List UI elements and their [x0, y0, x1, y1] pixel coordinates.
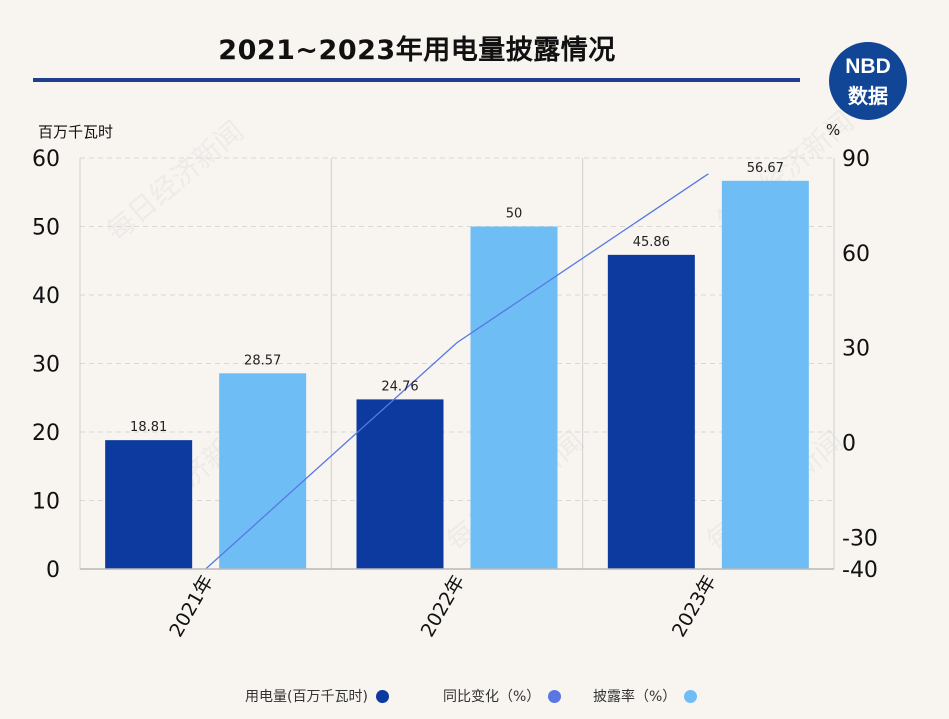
data-label-0-0: 18.81: [130, 420, 167, 435]
left-tick-0: 0: [46, 558, 60, 583]
left-tick-40: 40: [32, 284, 60, 309]
left-tick-60: 60: [32, 147, 60, 172]
legend-swatch: [684, 690, 697, 703]
right-tick-0: 0: [842, 432, 856, 457]
legend-label: 同比变化（%）: [443, 689, 540, 705]
bar-electricity-1: [357, 399, 444, 569]
right-tick--30: -30: [842, 526, 878, 551]
bar-electricity-0: [105, 440, 192, 569]
left-tick-10: 10: [32, 490, 60, 515]
category-label-1: 2022年: [417, 572, 470, 641]
right-tick--40: -40: [842, 558, 878, 583]
data-label-0-2: 45.86: [633, 235, 670, 250]
data-label-1-2: 56.67: [747, 161, 784, 176]
data-label-1-1: 50: [506, 207, 523, 222]
data-label-1-0: 28.57: [244, 353, 281, 368]
category-label-2: 2023年: [668, 572, 721, 641]
legend-item-1[interactable]: 同比变化（%）: [443, 686, 561, 706]
legend-swatch: [548, 690, 561, 703]
legend-label: 披露率（%）: [593, 689, 676, 705]
legend-item-2[interactable]: 披露率（%）: [593, 686, 697, 706]
bar-series: [105, 181, 809, 569]
bar-disclosure-2: [722, 181, 809, 569]
left-tick-20: 20: [32, 421, 60, 446]
left-tick-50: 50: [32, 216, 60, 241]
right-tick-60: 60: [842, 242, 870, 267]
right-tick-90: 90: [842, 147, 870, 172]
data-label-0-1: 24.76: [381, 379, 418, 394]
legend-swatch: [376, 690, 389, 703]
category-label-0: 2021年: [165, 572, 218, 641]
bar-disclosure-1: [471, 227, 558, 570]
grid-lines: [80, 158, 834, 569]
chart-legend: 用电量(百万千瓦时) 同比变化（%） 披露率（%）: [0, 686, 949, 708]
bar-electricity-2: [608, 255, 695, 569]
right-tick-30: 30: [842, 337, 870, 362]
left-tick-30: 30: [32, 353, 60, 378]
chart-canvas: 18.81 28.57 24.76 50 45.86 56.67 0 10 20 30 40 50 6…: [0, 0, 949, 719]
bar-disclosure-0: [219, 373, 306, 569]
legend-label: 用电量(百万千瓦时): [245, 689, 368, 705]
legend-item-0[interactable]: 用电量(百万千瓦时): [245, 686, 389, 706]
